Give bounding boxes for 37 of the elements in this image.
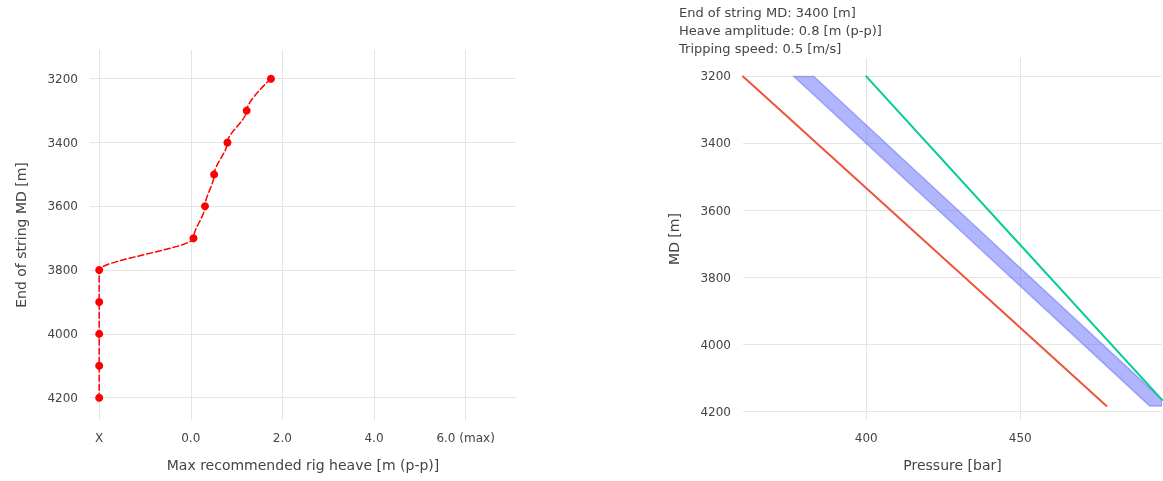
point bbox=[242, 106, 251, 115]
point bbox=[95, 393, 104, 402]
text: Heave amplitude: 0.8 [m (p-p)] bbox=[679, 23, 882, 38]
y-tick-label: 3200 bbox=[47, 71, 78, 86]
text: End of string MD: 3400 [m] bbox=[679, 5, 856, 20]
point bbox=[223, 138, 232, 147]
y-axis-title: End of string MD [m] bbox=[13, 162, 29, 308]
y-tick-label: 3400 bbox=[700, 136, 731, 151]
y-tick-label: 4200 bbox=[47, 390, 78, 405]
y-tick-label: 3600 bbox=[700, 203, 731, 218]
point bbox=[95, 329, 104, 338]
x-tick-label: 4.0 bbox=[364, 431, 384, 445]
x-tick-label: X bbox=[95, 431, 104, 445]
y-tick-label: 4000 bbox=[700, 337, 731, 352]
y-tick-label: 3400 bbox=[47, 135, 78, 150]
point bbox=[95, 361, 104, 370]
point bbox=[95, 266, 104, 275]
point bbox=[95, 297, 104, 306]
y-tick-label: 3800 bbox=[47, 263, 78, 278]
text: Tripping speed: 0.5 [m/s] bbox=[678, 41, 842, 56]
x-tick-label: 0.0 bbox=[181, 431, 201, 445]
point bbox=[266, 74, 275, 83]
y-tick-label: 4000 bbox=[47, 326, 78, 341]
x-tick-label: 6.0 (max) bbox=[436, 431, 495, 445]
y-axis-title: MD [m] bbox=[666, 213, 682, 265]
y-tick-label: 3800 bbox=[700, 270, 731, 285]
y-tick-label: 4200 bbox=[700, 404, 731, 419]
x-tick-label: 2.0 bbox=[272, 431, 292, 445]
point bbox=[189, 234, 198, 243]
y-tick-label: 3200 bbox=[700, 69, 731, 84]
point bbox=[210, 170, 219, 179]
x-tick-label: 450 bbox=[1008, 431, 1032, 445]
y-tick-label: 3600 bbox=[47, 199, 78, 214]
x-axis-title: Max recommended rig heave [m (p-p)] bbox=[166, 457, 440, 473]
x-axis-title: Pressure [bar] bbox=[903, 457, 1002, 473]
point bbox=[200, 202, 209, 211]
x-tick-label: 400 bbox=[854, 431, 878, 445]
